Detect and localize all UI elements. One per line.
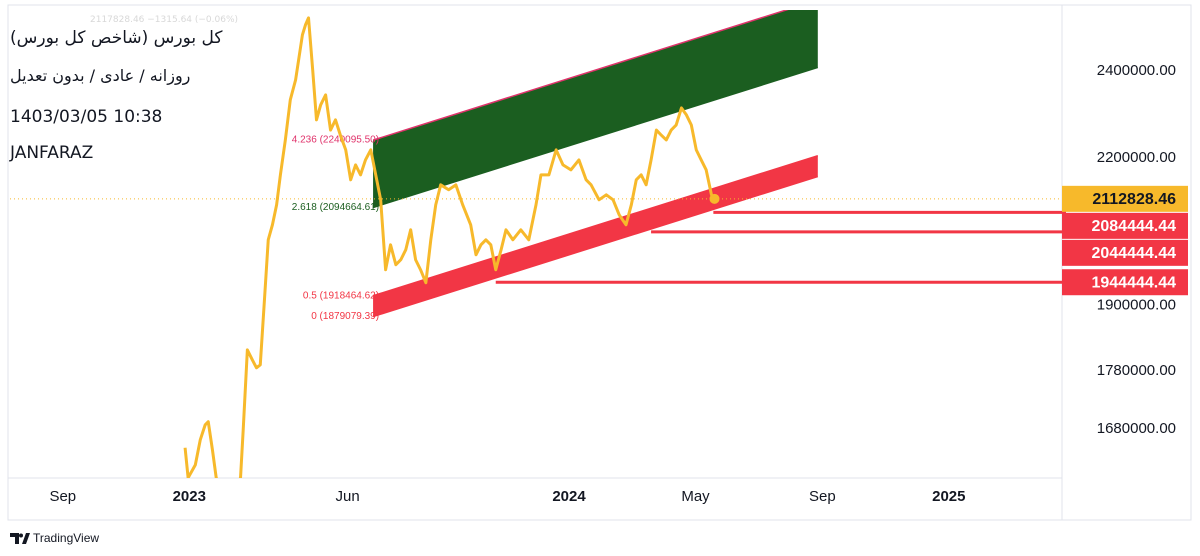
fib-level-line xyxy=(372,66,819,209)
fib-level-label: 0.5 (1918464.62) xyxy=(303,290,379,301)
price-line-series xyxy=(183,16,716,478)
symbol-title: کل بورس (شاخص کل بورس) xyxy=(10,28,223,48)
datetime: 1403/03/05 10:38 xyxy=(10,107,163,127)
tradingview-logo: TradingView xyxy=(10,531,99,545)
fib-band xyxy=(373,10,818,208)
x-tick-label: 2023 xyxy=(173,488,206,505)
price-label: 2084444.44 xyxy=(1091,218,1176,235)
fib-level-label: 4.236 (2240095.50) xyxy=(292,135,379,146)
price-label: 1944444.44 xyxy=(1091,274,1176,291)
last-point xyxy=(709,193,720,204)
x-tick-label: Sep xyxy=(809,488,836,505)
plot-area: 0 (1879079.39) 0.5 (1918464.62) 2.618 (209… xyxy=(10,10,1062,478)
fib-level-line xyxy=(372,154,819,297)
x-tick-label: 2025 xyxy=(932,488,965,505)
y-tick-label: 1680000.00 xyxy=(1097,420,1176,437)
x-tick-label: 2024 xyxy=(552,488,586,505)
fib-level-label: 2.618 (2094664.61) xyxy=(292,202,379,213)
legend-line: 2117828.46 −1315.64 (−0.06%) xyxy=(90,15,239,25)
y-tick-label: 2200000.00 xyxy=(1097,149,1176,166)
fib-level-line xyxy=(372,175,819,318)
x-tick-label: Sep xyxy=(49,488,76,505)
price-label-box xyxy=(1062,239,1188,266)
fib-band xyxy=(373,155,818,317)
axes: 1680000.00 1780000.00 1900000.00 2200000.00… xyxy=(49,62,1188,505)
author: JANFARAZ xyxy=(10,143,94,163)
price-label: 2044444.44 xyxy=(1091,245,1176,262)
y-tick-label: 1900000.00 xyxy=(1097,296,1176,313)
brand: TradingView xyxy=(33,531,99,545)
y-tick-label: 1780000.00 xyxy=(1097,362,1176,379)
price-label-box xyxy=(1062,185,1188,212)
chart-frame xyxy=(7,4,1192,521)
price-label-box xyxy=(1062,269,1188,296)
x-tick-label: May xyxy=(681,488,710,505)
interval: روزانه / عادی / بدون تعدیل xyxy=(10,66,191,85)
fib-level-line xyxy=(372,10,789,141)
y-tick-label: 2400000.00 xyxy=(1097,62,1176,79)
price-label: 2112828.46 xyxy=(1092,191,1176,208)
fib-level-label: 0 (1879079.39) xyxy=(311,311,379,322)
price-label-box xyxy=(1062,212,1188,239)
x-tick-label: Jun xyxy=(336,488,360,505)
